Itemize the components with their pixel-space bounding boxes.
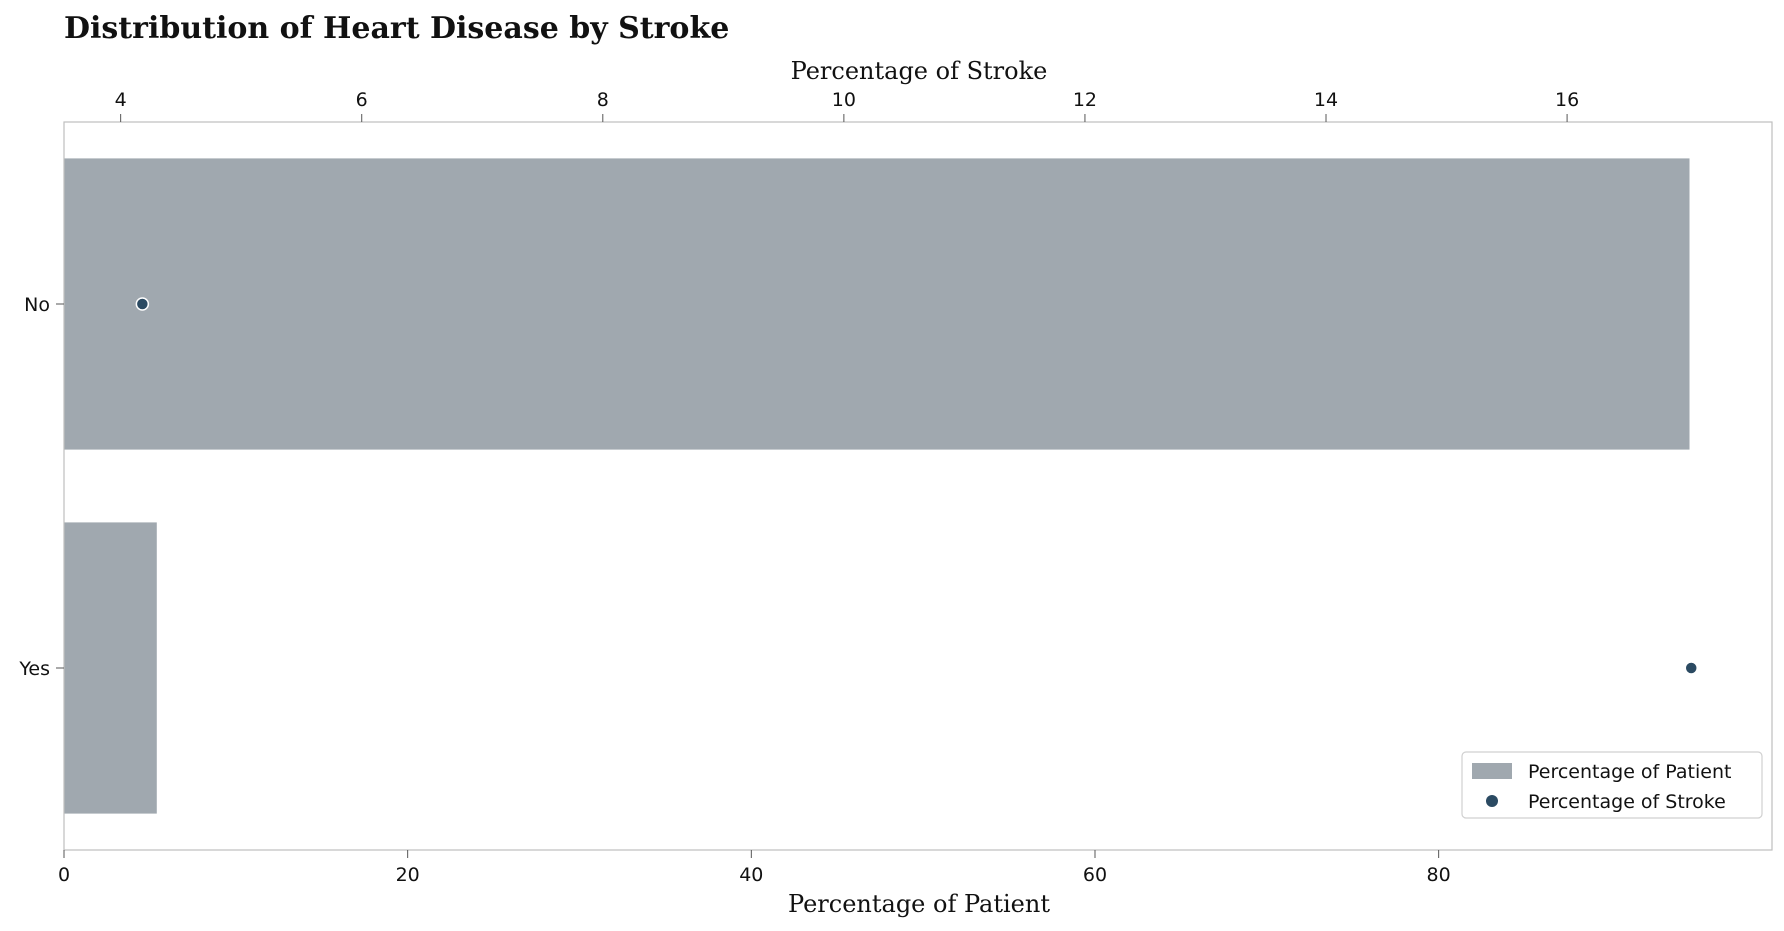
bottom-tick-label: 40 xyxy=(739,864,763,886)
legend-box xyxy=(1461,751,1763,819)
category-tick-label: Yes xyxy=(18,658,50,680)
bar-no xyxy=(64,158,1690,450)
plot-frame xyxy=(63,121,1773,851)
bottom-tick-label: 20 xyxy=(396,864,420,886)
top-tick-label: 16 xyxy=(1555,89,1579,111)
legend-point-swatch xyxy=(1486,795,1498,807)
plot-area xyxy=(63,121,1773,851)
bars-group xyxy=(64,158,1690,814)
top-axis: 4 6 8 10 12 14 16 xyxy=(115,89,1579,122)
point-no xyxy=(135,297,150,311)
legend-bar-label: Percentage of Patient xyxy=(1528,761,1731,783)
legend-point-label: Percentage of Stroke xyxy=(1528,791,1726,813)
top-tick-label: 10 xyxy=(832,89,856,111)
legend: Percentage of Patient Percentage of Stro… xyxy=(1461,751,1763,819)
chart-title: Distribution of Heart Disease by Stroke xyxy=(64,11,729,46)
bottom-axis: 0 20 40 60 80 xyxy=(58,850,1451,886)
bar-yes xyxy=(64,522,157,814)
point-yes xyxy=(1684,661,1698,675)
bottom-tick-label: 0 xyxy=(58,864,70,886)
bottom-axis-label: Percentage of Patient xyxy=(788,890,1050,918)
top-tick-label: 8 xyxy=(597,89,609,111)
category-tick-label: No xyxy=(24,294,50,316)
top-tick-label: 14 xyxy=(1314,89,1338,111)
top-axis-label: Percentage of Stroke xyxy=(791,57,1048,85)
category-axis: No Yes xyxy=(18,294,64,680)
points-group xyxy=(135,297,1698,675)
top-tick-label: 6 xyxy=(356,89,368,111)
bottom-tick-label: 60 xyxy=(1083,864,1107,886)
top-tick-label: 4 xyxy=(115,89,127,111)
top-tick-label: 12 xyxy=(1073,89,1097,111)
bottom-tick-label: 80 xyxy=(1427,864,1451,886)
legend-bar-swatch xyxy=(1472,763,1512,779)
